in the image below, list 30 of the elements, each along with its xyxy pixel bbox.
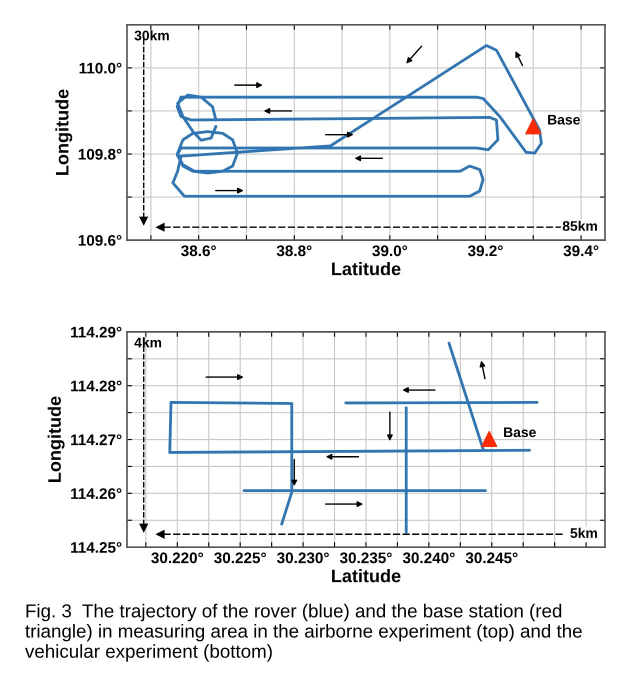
x-tick-label: 39.0°	[372, 245, 408, 256]
series-label: Base	[504, 427, 536, 438]
x-tick-label: 30.220°	[151, 552, 204, 564]
series-label: Base	[548, 114, 580, 125]
caption: Fig. 3 The trajectory of the rover (blue) and the base station (red triangle) in measuring area in the airborne experiment (top) and the vehicular experiment (bottom)	[25, 604, 582, 662]
annotation: 30km	[134, 30, 169, 40]
y-tick-label: 109.6°	[78, 234, 122, 246]
y-axis-title: Longitude	[48, 396, 65, 482]
y-tick-label: 114.28°	[71, 380, 122, 392]
x-tick-label: 38.8°	[276, 245, 312, 256]
y-tick-label: 114.25°	[71, 542, 122, 553]
x-tick-label: 39.4°	[564, 245, 598, 256]
x-tick-label: 30.225°	[214, 552, 266, 564]
x-tick-label: 30.235°	[340, 552, 392, 564]
x-axis-title: Latitude	[332, 569, 400, 582]
y-tick-label: 114.27°	[71, 434, 122, 446]
y-axis-title: Longitude	[55, 89, 72, 175]
annotation: 5km	[570, 528, 597, 538]
x-tick-label: 30.230°	[277, 552, 329, 564]
y-tick-label: 114.29°	[71, 326, 122, 338]
annotation: 85km	[562, 220, 597, 231]
x-axis-title: Latitude	[332, 262, 400, 276]
y-tick-label: 110.0°	[80, 62, 122, 74]
x-tick-label: 30.245°	[466, 552, 518, 564]
y-tick-label: 114.26°	[71, 488, 122, 500]
y-tick-label: 109.8°	[78, 148, 122, 160]
x-tick-label: 39.2°	[468, 245, 503, 256]
x-tick-label: 38.6°	[181, 245, 216, 256]
annotation: 4km	[134, 337, 162, 348]
x-tick-label: 30.240°	[402, 552, 455, 564]
